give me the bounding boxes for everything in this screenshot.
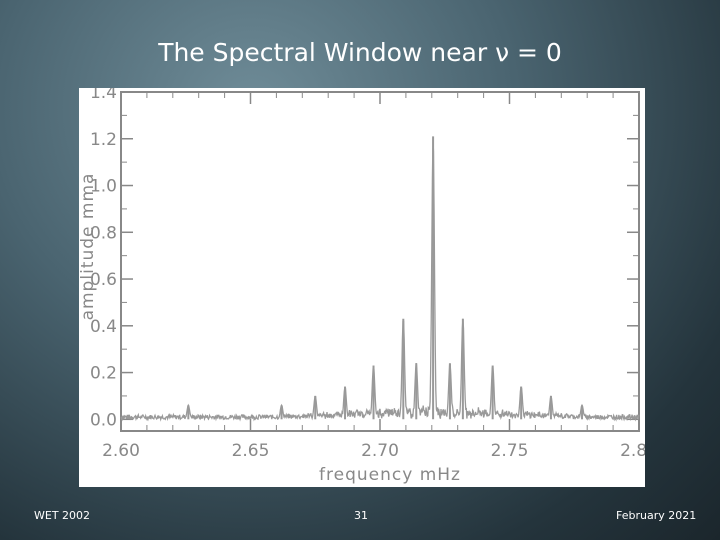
spectrum-line <box>120 138 640 422</box>
plot-frame <box>120 91 640 432</box>
plot-panel: 2.60 2.65 2.70 2.75 2.80 0.0 0.2 0.4 0.6 0.8 1.0 1.… <box>79 88 645 487</box>
spectral-window-chart: 2.60 2.65 2.70 2.75 2.80 0.0 0.2 0.4 0.6 0.8 1.0 1.… <box>79 88 645 485</box>
x-tick-label: 2.65 <box>232 441 270 461</box>
y-tick-label: 0.6 <box>90 270 117 290</box>
x-axis-title: frequency mHz <box>319 465 461 485</box>
y-tick-label: 0.8 <box>90 223 117 243</box>
y-tick-label: 0.0 <box>90 410 117 430</box>
y-tick-label: 1.4 <box>90 88 117 103</box>
y-tick-label: 0.4 <box>90 317 117 337</box>
x-tick-label: 2.75 <box>491 441 529 461</box>
footer-event: WET 2002 <box>34 509 91 522</box>
slide-title: The Spectral Window near ν = 0 <box>158 38 562 67</box>
x-tick-label: 2.80 <box>620 441 645 461</box>
x-tick-label: 2.70 <box>361 441 399 461</box>
y-axis-title: amplitude mma <box>79 173 98 321</box>
y-tick-label: 1.2 <box>90 130 117 150</box>
footer-date: February 2021 <box>616 509 697 522</box>
footer-page-number: 31 <box>354 509 368 522</box>
x-tick-label: 2.60 <box>102 441 140 461</box>
y-tick-label: 1.0 <box>90 177 117 197</box>
y-tick-label: 0.2 <box>90 364 117 384</box>
